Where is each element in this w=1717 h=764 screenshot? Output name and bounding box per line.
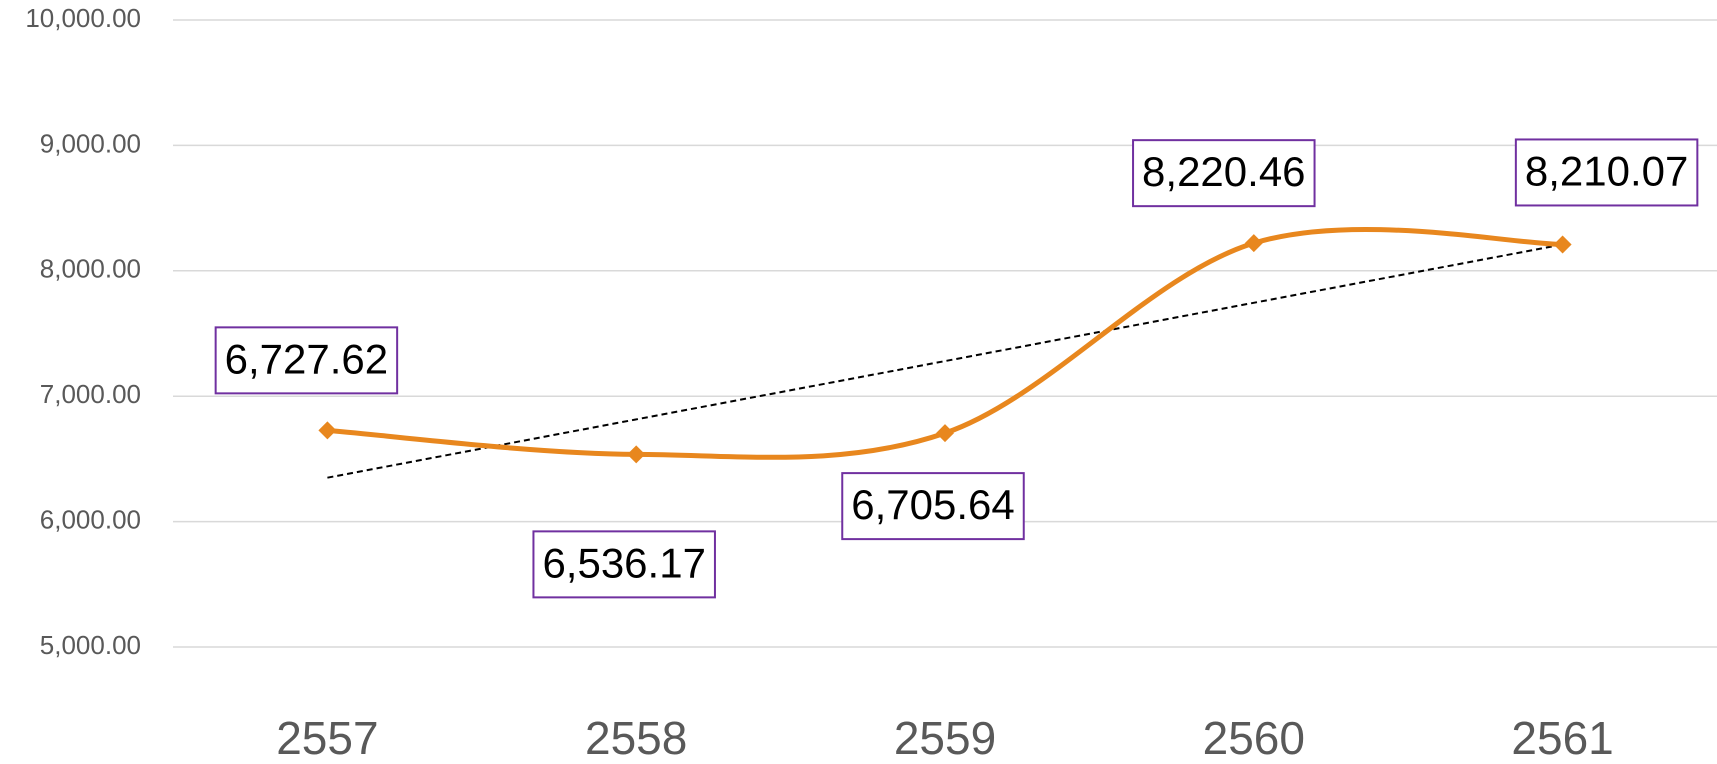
y-tick-label: 5,000.00 [40, 630, 141, 660]
x-tick-label: 2559 [894, 712, 996, 764]
x-tick-label: 2558 [585, 712, 687, 764]
y-tick-label: 6,000.00 [40, 504, 141, 534]
marker [936, 424, 954, 443]
marker [318, 421, 337, 440]
series-line [327, 226, 1563, 460]
y-tick-label: 8,000.00 [40, 254, 141, 284]
data-label: 6,536.17 [542, 539, 706, 586]
data-label: 8,220.46 [1142, 148, 1306, 195]
data-label-box [214, 326, 399, 395]
data-label: 6,727.62 [225, 335, 389, 382]
y-tick-label: 7,000.00 [40, 379, 141, 409]
trendline [327, 243, 1563, 479]
marker [1553, 235, 1572, 254]
marker [1244, 234, 1263, 253]
marker [627, 445, 646, 464]
y-tick-label: 10,000.00 [25, 3, 141, 33]
data-label: 8,210.07 [1525, 148, 1689, 195]
data-label-box [1514, 138, 1699, 207]
x-tick-label: 2561 [1511, 712, 1613, 764]
data-label-box [532, 530, 716, 599]
x-tick-label: 2560 [1203, 712, 1305, 764]
data-label-box [1132, 139, 1316, 208]
y-tick-label: 9,000.00 [40, 128, 141, 158]
data-label-box [841, 472, 1025, 541]
data-label: 6,705.64 [851, 481, 1015, 528]
x-tick-label: 2557 [276, 712, 378, 764]
